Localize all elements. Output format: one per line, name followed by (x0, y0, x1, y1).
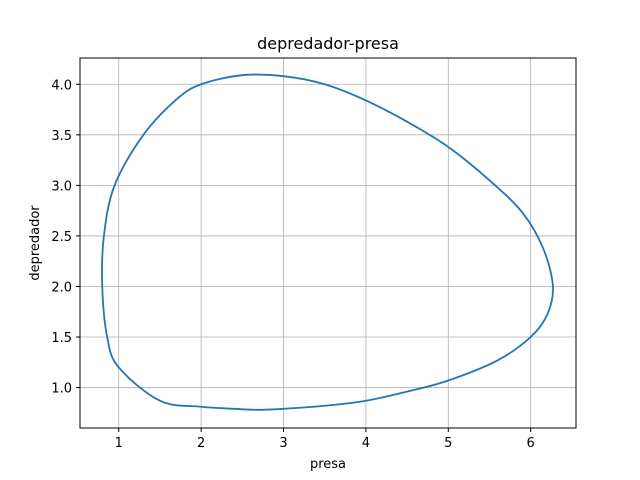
grid-lines (80, 58, 576, 428)
y-axis-label: depredador (28, 205, 43, 281)
y-tick-label: 3.0 (51, 179, 72, 194)
axis-ticks: 1 2 3 4 5 6 1.0 1.5 2.0 2.5 3.0 3.5 4.0 (51, 78, 535, 451)
axes-frame (79, 57, 577, 429)
y-tick-label: 3.5 (51, 129, 72, 144)
x-tick-label: 3 (279, 436, 287, 451)
y-tick-label: 4.0 (51, 78, 72, 93)
x-tick-label: 6 (527, 436, 535, 451)
series-line (101, 73, 554, 411)
chart-title: depredador-presa (257, 34, 399, 53)
x-tick-label: 5 (444, 436, 452, 451)
series-layer (101, 73, 554, 411)
y-tick-label: 2.0 (51, 280, 72, 295)
x-tick-label: 2 (197, 436, 205, 451)
y-tick-label: 1.5 (51, 331, 72, 346)
x-tick-label: 4 (362, 436, 370, 451)
y-tick-label: 1.0 (51, 382, 72, 397)
y-tick-label: 2.5 (51, 230, 72, 245)
x-tick-label: 1 (115, 436, 123, 451)
x-axis-label: presa (310, 457, 346, 472)
